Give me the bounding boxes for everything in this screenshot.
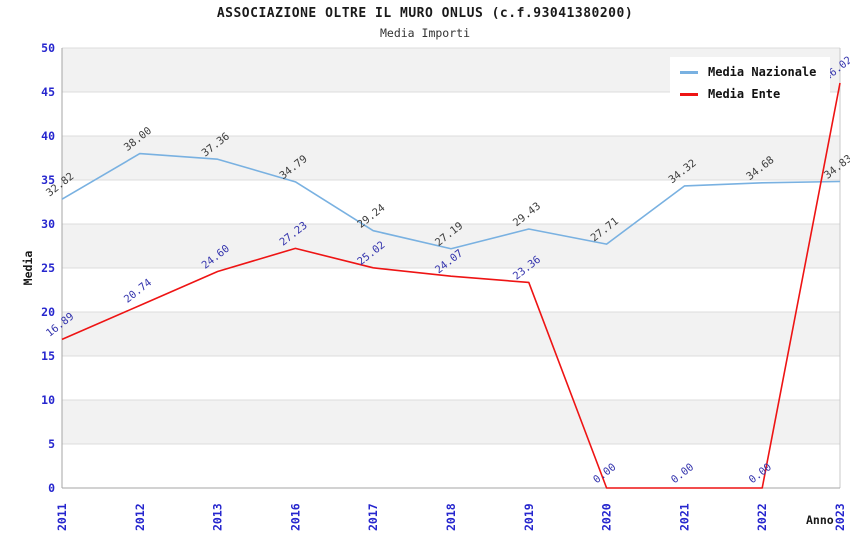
- legend-swatch-media-ente: [680, 92, 698, 96]
- x-tick-label: 2011: [55, 503, 69, 531]
- grid-band: [62, 224, 840, 268]
- y-tick-label: 5: [48, 437, 55, 451]
- y-tick-label: 45: [41, 85, 55, 99]
- x-tick-label: 2023: [833, 503, 847, 531]
- y-tick-label: 25: [41, 261, 55, 275]
- grid-band: [62, 136, 840, 180]
- legend-item-media-nazionale: Media Nazionale: [680, 65, 816, 79]
- data-label-media-ente: 0.00: [669, 461, 696, 486]
- x-tick-label: 2021: [677, 503, 691, 531]
- y-tick-label: 20: [41, 305, 55, 319]
- x-tick-label: 2018: [444, 503, 458, 531]
- y-tick-label: 15: [41, 349, 55, 363]
- y-tick-label: 10: [41, 393, 55, 407]
- legend-label-media-nazionale: Media Nazionale: [708, 65, 817, 79]
- legend-swatch-media-nazionale: [680, 70, 698, 74]
- x-tick-label: 2017: [366, 503, 380, 531]
- legend-item-media-ente: Media Ente: [680, 87, 816, 101]
- y-tick-label: 40: [41, 129, 55, 143]
- series-line-media-ente: [61, 82, 841, 489]
- x-tick-label: 2019: [522, 503, 536, 531]
- y-tick-label: 0: [48, 481, 55, 495]
- data-label-media-ente: 0.00: [747, 461, 774, 486]
- grid-band: [62, 312, 840, 356]
- y-axis-title: Media: [21, 250, 35, 286]
- chart-title: ASSOCIAZIONE OLTRE IL MURO ONLUS (c.f.93…: [216, 6, 634, 21]
- legend-label-media-ente: Media Ente: [708, 87, 781, 101]
- x-tick-label: 2020: [600, 503, 614, 531]
- x-tick-label: 2016: [288, 503, 302, 531]
- x-tick-label: 2013: [211, 503, 225, 531]
- series-line-media-nazionale: [61, 152, 841, 250]
- y-tick-label: 35: [41, 173, 55, 187]
- y-tick-label: 50: [41, 41, 55, 55]
- grid-band: [62, 400, 840, 444]
- legend: Media Nazionale Media Ente: [670, 57, 831, 111]
- x-tick-label: 2022: [755, 503, 769, 531]
- x-axis-title: Anno: [806, 513, 834, 527]
- x-tick-label: 2012: [133, 503, 147, 531]
- chart-subtitle: Media Importi: [379, 26, 470, 40]
- y-tick-label: 30: [41, 217, 55, 231]
